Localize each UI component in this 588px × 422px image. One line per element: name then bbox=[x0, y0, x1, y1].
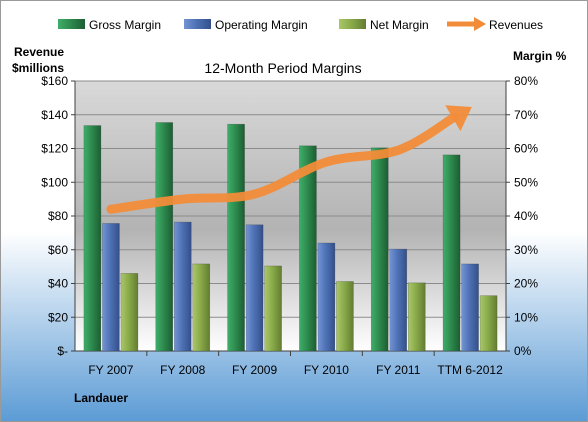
bar-net-margin bbox=[120, 273, 139, 352]
category-label: FY 2008 bbox=[160, 363, 205, 377]
right-axis-label: Margin % bbox=[513, 49, 567, 63]
right-tick-labels: 0% 10% 20% 30% 40% 50% 60% 70% 80% bbox=[514, 74, 538, 358]
bar-net-margin bbox=[192, 263, 211, 352]
chart-title: 12-Month Period Margins bbox=[204, 60, 361, 76]
category-label: FY 2009 bbox=[232, 363, 277, 377]
right-tick-label: 0% bbox=[514, 344, 532, 358]
right-tick-label: 40% bbox=[514, 209, 538, 223]
bar-operating-margin bbox=[173, 221, 192, 352]
bar-gross-margin bbox=[155, 122, 174, 352]
bar-net-margin bbox=[407, 282, 426, 352]
legend-swatch-net-margin bbox=[339, 19, 366, 29]
bar-net-margin bbox=[336, 281, 354, 352]
revenue-line bbox=[106, 113, 458, 214]
right-tick-label: 10% bbox=[514, 310, 538, 324]
legend-label-operating-margin: Operating Margin bbox=[215, 18, 308, 32]
right-tick-label: 30% bbox=[514, 243, 538, 257]
bar-gross-margin bbox=[299, 145, 317, 352]
right-tick-label: 60% bbox=[514, 142, 538, 156]
left-tick-labels: $- $20 $40 $60 $80 $100 $120 $140 $160 bbox=[41, 74, 68, 358]
right-tick-label: 80% bbox=[514, 74, 538, 88]
left-tick-label: $60 bbox=[48, 243, 68, 257]
right-tick-label: 20% bbox=[514, 277, 538, 291]
bar-operating-margin bbox=[461, 263, 479, 352]
revenue-arrowhead bbox=[445, 105, 472, 132]
left-tick-label: $160 bbox=[41, 74, 68, 88]
legend-label-revenues: Revenues bbox=[489, 18, 543, 32]
category-label: TTM 6-2012 bbox=[437, 363, 503, 377]
legend-swatch-operating-margin bbox=[184, 19, 211, 29]
bar-net-margin bbox=[479, 295, 498, 352]
left-tick-label: $40 bbox=[48, 277, 68, 291]
category-label: FY 2011 bbox=[376, 363, 421, 377]
bar-gross-margin bbox=[370, 147, 389, 352]
legend-arrow-revenues bbox=[474, 17, 486, 31]
company-name: Landauer bbox=[74, 391, 128, 405]
bar-gross-margin bbox=[442, 154, 461, 352]
bar-operating-margin bbox=[317, 242, 336, 352]
right-tick-label: 50% bbox=[514, 175, 538, 189]
left-tick-label: $100 bbox=[41, 175, 68, 189]
bar-operating-margin bbox=[102, 223, 120, 352]
bar-gross-margin bbox=[227, 123, 245, 352]
bar-operating-margin bbox=[245, 224, 264, 352]
bar-net-margin bbox=[264, 265, 282, 352]
left-tick-label: $80 bbox=[48, 209, 68, 223]
legend-swatch-gross-margin bbox=[58, 19, 85, 29]
revenue-line-group bbox=[106, 105, 472, 214]
left-axis-label-line2: $millions bbox=[12, 61, 64, 75]
left-tick-label: $20 bbox=[48, 310, 68, 324]
left-tick-label: $- bbox=[57, 344, 68, 358]
legend-label-gross-margin: Gross Margin bbox=[89, 18, 161, 32]
category-labels: FY 2007 FY 2008 FY 2009 FY 2010 FY 2011 TTM 6… bbox=[88, 363, 503, 377]
left-axis-label-line1: Revenue bbox=[14, 45, 64, 59]
bars-group bbox=[83, 122, 498, 352]
left-tick-label: $140 bbox=[41, 108, 68, 122]
bar-gross-margin bbox=[83, 125, 102, 352]
bar-operating-margin bbox=[389, 248, 408, 352]
legend: Gross Margin Operating Margin Net Margin… bbox=[58, 17, 543, 32]
left-tick-label: $120 bbox=[41, 142, 68, 156]
category-label: FY 2010 bbox=[304, 363, 349, 377]
legend-label-net-margin: Net Margin bbox=[370, 18, 429, 32]
category-label: FY 2007 bbox=[88, 363, 133, 377]
right-tick-label: 70% bbox=[514, 108, 538, 122]
